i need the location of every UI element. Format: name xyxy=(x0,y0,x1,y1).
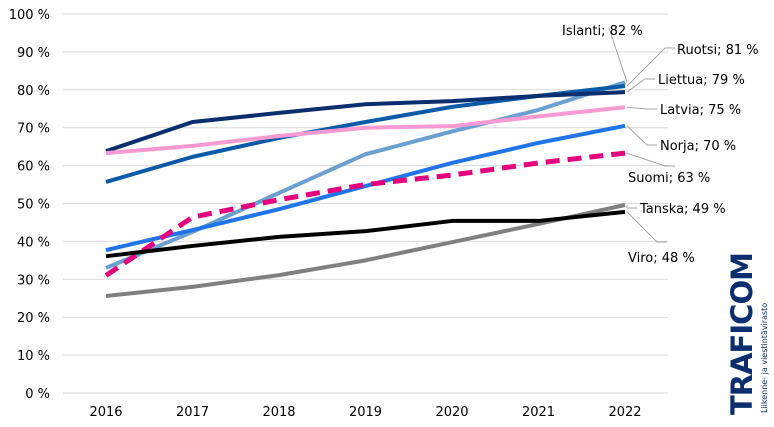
leader-line xyxy=(626,47,675,87)
y-tick-label: 20 % xyxy=(17,311,50,326)
gridlines xyxy=(63,13,668,394)
leader-line xyxy=(608,27,628,83)
y-tick-label: 90 % xyxy=(17,46,50,61)
x-tick-label: 2021 xyxy=(522,405,555,420)
series-labels: Islanti; 82 % Ruotsi; 81 % Liettua; 79 % La… xyxy=(562,24,759,266)
x-axis-ticks: 2016 2017 2018 2019 2020 2021 2022 xyxy=(89,405,641,420)
y-tick-label: 10 % xyxy=(17,349,50,364)
series-label: Latvia; 75 % xyxy=(660,103,741,118)
leader-line xyxy=(626,152,675,167)
series-label: Norja; 70 % xyxy=(660,139,736,154)
y-axis-ticks: 0 % 10 % 20 % 30 % 40 % 50 % 60 % 70 % 80 % 90 % 1… xyxy=(9,8,50,402)
series-line-latvia xyxy=(105,105,626,156)
series-line-liettua xyxy=(105,90,626,154)
x-tick-label: 2019 xyxy=(349,405,382,420)
series-line-tanska xyxy=(105,203,626,298)
series-line-viro xyxy=(105,209,626,259)
series-label: Suomi; 63 % xyxy=(628,171,710,186)
x-tick-label: 2018 xyxy=(262,405,295,420)
series-line-islanti xyxy=(105,80,626,270)
logo-tagline: Liikenne- ja viestintävirasto xyxy=(760,303,769,413)
y-tick-label: 80 % xyxy=(17,84,50,99)
series-label: Liettua; 79 % xyxy=(658,73,745,88)
series-line-suomi xyxy=(104,150,626,278)
x-tick-label: 2020 xyxy=(435,405,468,420)
y-tick-label: 40 % xyxy=(17,235,50,250)
traficom-logo: TRAFICOM Liikenne- ja viestintävirasto xyxy=(725,253,769,415)
series-line-norja xyxy=(105,123,626,253)
x-tick-label: 2022 xyxy=(608,405,641,420)
y-tick-label: 0 % xyxy=(25,387,50,402)
series-lines xyxy=(104,80,626,298)
leader-line xyxy=(626,78,655,93)
y-tick-label: 50 % xyxy=(17,198,50,213)
y-tick-label: 60 % xyxy=(17,160,50,175)
label-leader-lines xyxy=(608,27,675,243)
series-label: Tanska; 49 % xyxy=(639,202,726,217)
x-tick-label: 2017 xyxy=(176,405,209,420)
y-tick-label: 70 % xyxy=(17,122,50,137)
series-line-ruotsi xyxy=(105,84,626,184)
y-tick-label: 30 % xyxy=(17,273,50,288)
x-tick-label: 2016 xyxy=(89,405,122,420)
series-label: Ruotsi; 81 % xyxy=(677,43,759,58)
leader-line xyxy=(626,125,657,146)
leader-line xyxy=(626,106,657,110)
leader-line xyxy=(626,211,667,243)
leader-line xyxy=(626,205,637,209)
series-label: Viro; 48 % xyxy=(628,251,695,266)
series-label: Islanti; 82 % xyxy=(562,24,643,39)
svg-text:TRAFICOM: TRAFICOM xyxy=(725,253,759,415)
y-tick-label: 100 % xyxy=(9,8,50,23)
